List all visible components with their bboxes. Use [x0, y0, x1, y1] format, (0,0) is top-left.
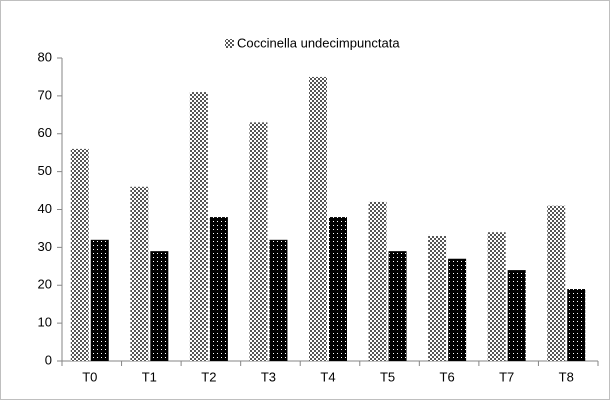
bar: [448, 258, 467, 361]
y-tick-label: 10: [38, 315, 52, 330]
bar: [428, 236, 447, 361]
bar: [507, 270, 526, 361]
y-tick-label: 80: [38, 49, 52, 64]
x-tick-label: T0: [82, 369, 97, 384]
bar: [209, 217, 228, 361]
bar: [309, 76, 327, 361]
x-tick-label: T6: [440, 369, 455, 384]
bar: [329, 217, 347, 361]
bar: [567, 289, 586, 361]
y-tick-label: 60: [38, 125, 52, 140]
x-tick-label: T4: [320, 369, 335, 384]
x-tick-label: T8: [559, 369, 574, 384]
bar: [547, 205, 566, 361]
bar: [150, 251, 169, 361]
x-tick-label: T5: [380, 369, 395, 384]
y-tick-label: 0: [45, 352, 52, 367]
legend-swatch: [225, 39, 234, 48]
bar: [90, 239, 109, 361]
x-tick-label: T1: [142, 369, 157, 384]
bar: [70, 148, 89, 361]
x-tick-label: T2: [201, 369, 216, 384]
bar: [487, 232, 506, 361]
y-tick-label: 50: [38, 163, 52, 178]
y-tick-label: 30: [38, 239, 52, 254]
y-tick-label: 40: [38, 201, 52, 216]
y-tick-label: 20: [38, 277, 52, 292]
bar: [249, 122, 268, 361]
y-tick-label: 70: [38, 87, 52, 102]
x-tick-label: T7: [499, 369, 514, 384]
bar: [388, 251, 407, 361]
bar: [189, 92, 208, 362]
bar: [130, 186, 149, 361]
bar: [368, 201, 387, 361]
legend-label: Coccinella undecimpunctata: [237, 35, 400, 50]
bar: [269, 239, 288, 361]
x-tick-label: T3: [261, 369, 276, 384]
